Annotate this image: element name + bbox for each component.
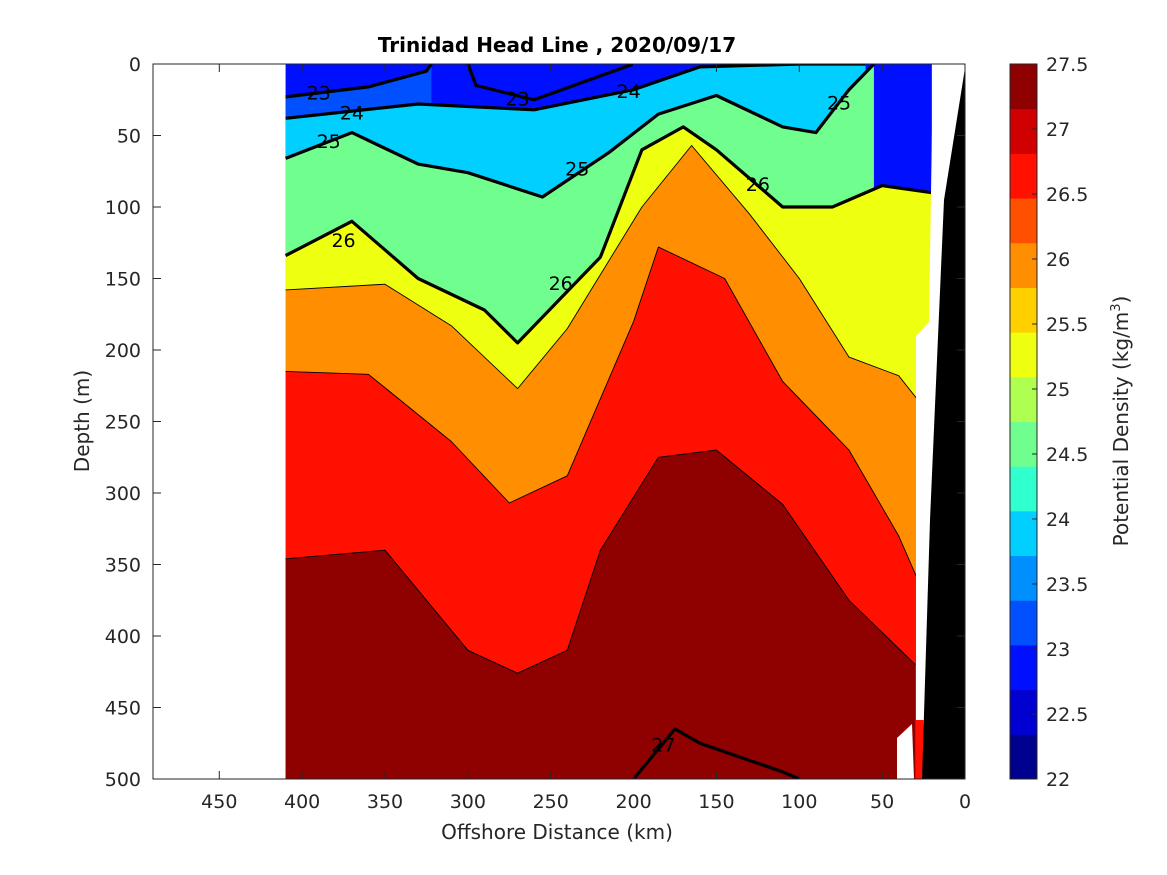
bottom-notch — [897, 724, 914, 779]
contour-label: 25 — [827, 93, 851, 115]
y-tick-label: 450 — [105, 698, 141, 720]
x-tick-label: 100 — [781, 791, 817, 813]
contour-label: 26 — [331, 230, 355, 252]
colorbar-tick-label: 26 — [1046, 249, 1070, 271]
y-tick-label: 50 — [117, 126, 141, 148]
contour-line-23 — [285, 64, 433, 99]
colorbar-segment — [1010, 555, 1037, 601]
contour-line-23 — [466, 64, 635, 102]
x-tick-label: 250 — [533, 791, 569, 813]
colorbar-tick-label: 22 — [1046, 769, 1070, 791]
colorbar-frame — [1009, 63, 1038, 780]
x-tick-label: 150 — [698, 791, 734, 813]
contour-label: 26 — [549, 273, 573, 295]
contour-line-26.5 — [285, 145, 924, 408]
chart-title: Trinidad Head Line , 2020/09/17 — [378, 33, 736, 57]
colorbar-segment — [1010, 332, 1037, 378]
y-axis: 0 50 100 150 200 250 300 350 400 450 500 — [105, 54, 965, 791]
contour-label: 27 — [651, 735, 675, 757]
colorbar-tick-label: 22.5 — [1046, 704, 1088, 726]
colorbar-tick-label: 23.5 — [1046, 574, 1088, 596]
colorbar: 22 22.5 23 23.5 24 24.5 25 25.5 26 26.5 27 27.5 — [1009, 54, 1088, 791]
y-tick-label: 400 — [105, 626, 141, 648]
colorbar-segment — [1010, 466, 1037, 512]
contour-line-24 — [285, 64, 866, 120]
y-tick-label: 200 — [105, 340, 141, 362]
colorbar-tick-label: 24 — [1046, 509, 1070, 531]
contour-label: 24 — [617, 81, 641, 103]
y-tick-label: 350 — [105, 555, 141, 577]
y-tick-label: 500 — [105, 769, 141, 791]
colorbar-tick-label: 24.5 — [1046, 444, 1088, 466]
contour-line-28 — [632, 727, 800, 779]
colorbar-segment — [1010, 287, 1037, 333]
x-axis-title: Offshore Distance (km) — [441, 820, 673, 844]
contour-lines — [284, 64, 933, 779]
x-tick-label: 50 — [870, 791, 894, 813]
colorbar-segment — [1010, 510, 1037, 557]
contour-label: 24 — [340, 103, 364, 125]
colorbar-tick-label: 27.5 — [1046, 54, 1088, 76]
x-tick-label: 350 — [367, 791, 403, 813]
contour-labels: 23 23 24 24 25 25 25 26 26 26 27 — [307, 81, 852, 757]
colorbar-segment — [1010, 600, 1037, 646]
colorbar-segment — [1010, 242, 1037, 288]
colorbar-segment — [1010, 64, 1037, 110]
y-tick-label: 150 — [105, 269, 141, 291]
contour-line-27 — [285, 246, 925, 594]
y-tick-label: 300 — [105, 483, 141, 505]
colorbar-tick-label: 26.5 — [1046, 184, 1088, 206]
contour-label: 23 — [307, 83, 331, 105]
colorbar-tick-label: 23 — [1046, 639, 1070, 661]
x-tick-label: 400 — [284, 791, 320, 813]
y-tick-label: 250 — [105, 412, 141, 434]
colorbar-title: Potential Density (kg/m3) — [1109, 296, 1133, 547]
density-band-28 — [633, 729, 800, 779]
colorbar-segment — [1010, 734, 1037, 780]
y-tick-label: 100 — [105, 197, 141, 219]
contour-label: 25 — [317, 131, 341, 153]
colorbar-segment — [1010, 644, 1037, 691]
colorbar-segment — [1010, 421, 1037, 467]
x-axis: 450 400 350 300 250 200 150 100 50 0 — [201, 64, 971, 813]
contour-label: 23 — [505, 88, 529, 110]
density-field — [285, 64, 932, 779]
contour-label: 26 — [746, 174, 770, 196]
x-tick-label: 0 — [959, 791, 971, 813]
y-axis-title: Depth (m) — [70, 370, 94, 472]
x-tick-label: 450 — [201, 791, 237, 813]
contour-label: 25 — [565, 158, 589, 180]
contour-line-25 — [285, 64, 876, 199]
colorbar-segment — [1010, 108, 1037, 154]
colorbar-tick-label: 27 — [1046, 119, 1070, 141]
x-tick-label: 300 — [450, 791, 486, 813]
colorbar-tick-label: 25 — [1046, 379, 1070, 401]
colorbar-segment — [1010, 198, 1037, 244]
y-tick-label: 0 — [129, 54, 141, 76]
colorbar-segment — [1010, 376, 1037, 422]
coast-bathymetry — [922, 68, 965, 779]
colorbar-segment — [1010, 153, 1037, 199]
x-tick-label: 200 — [615, 791, 651, 813]
density-band-27.5 — [285, 450, 916, 779]
contour-line-27.5 — [285, 449, 916, 674]
colorbar-tick-label: 25.5 — [1046, 314, 1088, 336]
contour-line-26 — [284, 125, 933, 345]
colorbar-segment — [1010, 689, 1037, 735]
